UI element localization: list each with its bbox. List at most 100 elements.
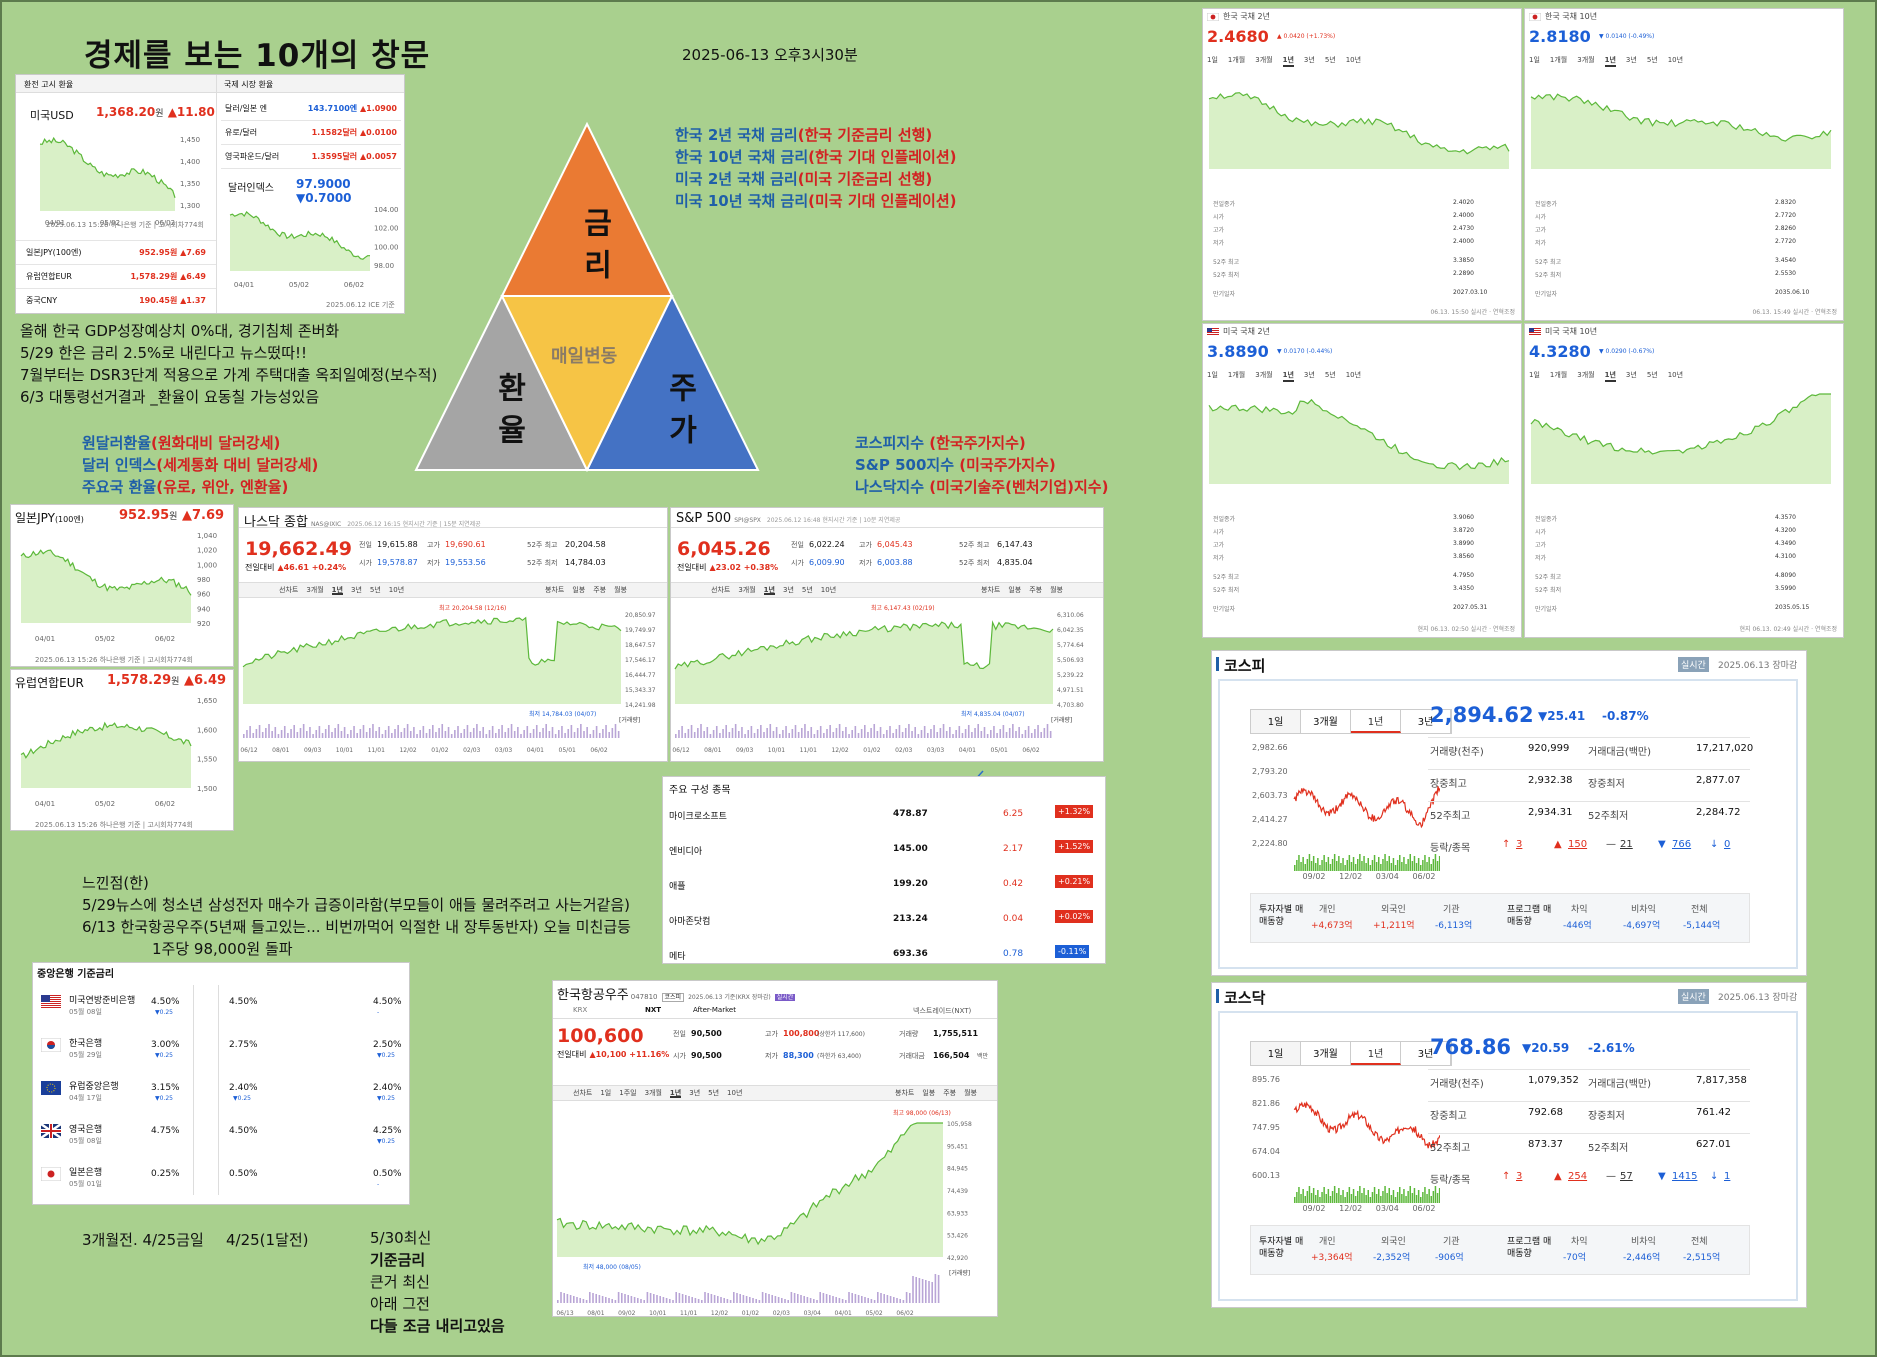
bond-range-tab[interactable]: 1년	[1282, 55, 1294, 67]
kai-tab-next[interactable]: 넥스트레이드(NXT)	[913, 1007, 972, 1015]
kai-x-tick: 10/01	[649, 1310, 666, 1317]
holding-row[interactable]: 애플 199.20 0.42 +0.21%	[663, 873, 1105, 901]
updown-count[interactable]: 254	[1568, 1171, 1588, 1182]
bond-range-tab[interactable]: 1일	[1207, 371, 1218, 379]
updown-count[interactable]: 0	[1724, 839, 1731, 850]
range-tab[interactable]: 선차트	[279, 586, 299, 594]
holding-row[interactable]: 아마존닷컴 213.24 0.04 +0.02%	[663, 908, 1105, 936]
market-range-tab[interactable]: 3년	[1401, 1042, 1451, 1065]
kai-tab-after[interactable]: After-Market	[693, 1006, 736, 1014]
kai-candle-tab[interactable]: 봉차트	[895, 1089, 915, 1097]
bond-range-tab[interactable]: 1일	[1207, 56, 1218, 64]
bond-range-tab[interactable]: 3년	[1625, 371, 1637, 379]
bond-range-tab[interactable]: 1일	[1529, 371, 1540, 379]
range-tab[interactable]: 3개월	[306, 586, 324, 594]
bond-range-tab[interactable]: 1개월	[1227, 371, 1246, 379]
holding-row[interactable]: 엔비디아 145.00 2.17 +1.52%	[663, 838, 1105, 866]
candle-tab[interactable]: 일봉	[572, 586, 586, 594]
bond-range-tab[interactable]: 3개월	[1577, 371, 1595, 379]
market-range-tab[interactable]: 3개월	[1301, 710, 1351, 733]
market-range-tab[interactable]: 1일	[1251, 1042, 1301, 1065]
kai-candle-tab[interactable]: 주봉	[943, 1089, 957, 1097]
kai-range-tab[interactable]: 1주일	[619, 1089, 637, 1097]
updown-count[interactable]: 57	[1620, 1171, 1633, 1182]
candle-tab[interactable]: 봉차트	[545, 586, 565, 594]
kai-range-tab[interactable]: 선차트	[573, 1089, 593, 1097]
updown-count[interactable]: 3	[1516, 839, 1523, 850]
bond-range-tab[interactable]: 1개월	[1549, 371, 1568, 379]
updown-count[interactable]: 1415	[1672, 1171, 1698, 1182]
bond-range-tab[interactable]: 1년	[1282, 370, 1294, 382]
kai-range-tab[interactable]: 1년	[669, 1089, 682, 1098]
range-tab[interactable]: 3개월	[738, 586, 756, 594]
candle-tab[interactable]: 주봉	[1029, 586, 1043, 594]
nasdaq-y-tick: 15,343.37	[625, 687, 656, 694]
updown-count[interactable]: 3	[1516, 1171, 1523, 1182]
bond-range-tab[interactable]: 1일	[1529, 56, 1540, 64]
candle-tab[interactable]: 월봉	[1050, 586, 1063, 594]
fx-row[interactable]: 일본JPY(100엔) 952.95원 ▲7.69	[16, 240, 216, 264]
range-tab[interactable]: 10년	[820, 586, 837, 594]
kai-candle-tab[interactable]: 일봉	[922, 1089, 936, 1097]
updown-count[interactable]: 21	[1620, 839, 1633, 850]
intl-fx-row[interactable]: 유로/달러 1.1582달러 ▲0.0100	[221, 121, 401, 145]
range-tab[interactable]: 선차트	[711, 586, 731, 594]
volume-bar	[731, 728, 734, 738]
candle-tab[interactable]: 봉차트	[981, 586, 1001, 594]
range-tab[interactable]: 3년	[782, 586, 794, 594]
intl-fx-row[interactable]: 달러/일본 엔 143.7100엔 ▲1.0900	[221, 97, 401, 121]
kai-range-tab[interactable]: 5년	[708, 1089, 720, 1097]
updown-count[interactable]: 1	[1724, 1171, 1731, 1182]
holding-row[interactable]: 메타 693.36 0.78 -0.11%	[663, 943, 1105, 963]
candle-tab[interactable]: 주봉	[593, 586, 607, 594]
market-range-tab[interactable]: 1년	[1351, 710, 1401, 733]
market-range-tab[interactable]: 3년	[1401, 710, 1451, 733]
kai-range-tab[interactable]: 3년	[689, 1089, 701, 1097]
bond-range-tab[interactable]: 3년	[1303, 371, 1315, 379]
bond-range-tab[interactable]: 3년	[1303, 56, 1315, 64]
bond-range-tab[interactable]: 10년	[1345, 371, 1362, 379]
kai-range-tab[interactable]: 10년	[727, 1089, 743, 1097]
candle-tab[interactable]: 일봉	[1008, 586, 1022, 594]
market-range-tab[interactable]: 1일	[1251, 710, 1301, 733]
kai-range-tab[interactable]: 3개월	[644, 1089, 662, 1097]
bond-footer: 현지 06.13. 02:49 실시간 · 연혁조정	[1739, 626, 1838, 633]
fx-row[interactable]: 유럽연합EUR 1,578.29원 ▲6.49	[16, 264, 216, 288]
bond-range-tab[interactable]: 3개월	[1577, 56, 1595, 64]
bond-range-tab[interactable]: 1년	[1604, 370, 1616, 382]
range-tab[interactable]: 1년	[763, 586, 775, 595]
range-tab[interactable]: 5년	[801, 586, 813, 594]
bond-range-tab[interactable]: 5년	[1646, 56, 1658, 64]
bond-range-tab[interactable]: 10년	[1345, 56, 1362, 64]
volume-bar	[925, 1280, 927, 1303]
kai-range-tab[interactable]: 1일	[600, 1089, 612, 1097]
kai-candle-tab[interactable]: 월봉	[964, 1089, 977, 1097]
bond-range-tab[interactable]: 3개월	[1255, 56, 1273, 64]
range-tab[interactable]: 5년	[369, 586, 381, 594]
candle-tab[interactable]: 월봉	[614, 586, 627, 594]
kai-tab-krx[interactable]: KRX	[573, 1006, 588, 1014]
updown-count[interactable]: 150	[1568, 839, 1588, 850]
volume-bar	[375, 731, 377, 738]
range-tab[interactable]: 3년	[350, 586, 362, 594]
holding-row[interactable]: 마이크로소프트 478.87 6.25 +1.32%	[663, 803, 1105, 831]
bond-range-tab[interactable]: 1개월	[1549, 56, 1568, 64]
bond-range-tab[interactable]: 1개월	[1227, 56, 1246, 64]
bond-range-tab[interactable]: 10년	[1667, 56, 1684, 64]
range-tab[interactable]: 1년	[331, 586, 343, 595]
market-range-tab[interactable]: 1년	[1351, 1042, 1401, 1065]
bond-range-tab[interactable]: 1년	[1604, 55, 1616, 67]
bond-range-tab[interactable]: 5년	[1324, 56, 1336, 64]
updown-count[interactable]: 766	[1672, 839, 1692, 850]
bond-range-tab[interactable]: 3개월	[1255, 371, 1273, 379]
intl-fx-row[interactable]: 영국파운드/달러 1.3595달러 ▲0.0057	[221, 145, 401, 169]
market-range-tab[interactable]: 3개월	[1301, 1042, 1351, 1065]
range-tab[interactable]: 10년	[388, 586, 405, 594]
bond-range-tab[interactable]: 10년	[1667, 371, 1684, 379]
bond-range-tab[interactable]: 3년	[1625, 56, 1637, 64]
fx-row[interactable]: 중국CNY 190.45원 ▲1.37	[16, 288, 216, 312]
bond-range-tab[interactable]: 5년	[1324, 371, 1336, 379]
bond-range-tab[interactable]: 5년	[1646, 371, 1658, 379]
kai-tab-nxt[interactable]: NXT	[645, 1006, 662, 1014]
volume-bar	[466, 725, 469, 738]
